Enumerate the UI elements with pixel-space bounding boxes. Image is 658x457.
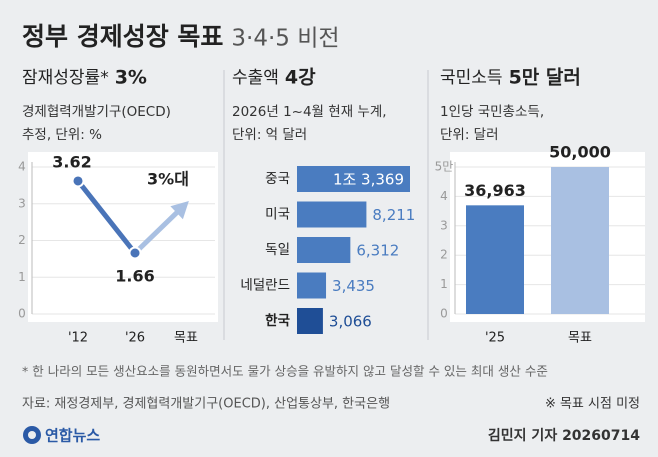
y-tick-label: 0 bbox=[18, 307, 26, 321]
logo: 연합뉴스 bbox=[45, 427, 100, 445]
value-label: 50,000 bbox=[549, 143, 611, 162]
title: 정부 경제성장 목표 bbox=[22, 22, 223, 51]
bar bbox=[466, 205, 524, 314]
category-label: 한국 bbox=[265, 313, 290, 329]
category-label: 독일 bbox=[265, 242, 290, 258]
section-subtitle: 추정, 단위: % bbox=[22, 127, 102, 143]
value-label: 3.62 bbox=[52, 152, 91, 171]
footnote: * 한 나라의 모든 생산요소를 동원하면서도 물가 상승을 유발하지 않고 달… bbox=[22, 364, 548, 379]
y-tick-label: 1 bbox=[18, 270, 26, 284]
section-title-highlight: 4강 bbox=[285, 67, 316, 89]
value-label: 36,963 bbox=[464, 181, 526, 200]
value-label: 1조 3,369 bbox=[333, 171, 404, 189]
value-label: 3,066 bbox=[329, 313, 372, 331]
x-tick-label: 목표 bbox=[568, 331, 592, 346]
x-tick-label: '12 bbox=[68, 331, 88, 346]
y-tick-label: 1 bbox=[440, 277, 448, 291]
bar bbox=[297, 272, 327, 299]
x-tick-label: '25 bbox=[485, 331, 505, 346]
y-tick-label: 0 bbox=[440, 307, 448, 321]
x-tick-label: 목표 bbox=[174, 331, 198, 346]
section-title: 수출액 bbox=[232, 68, 279, 88]
value-label: 6,312 bbox=[356, 242, 399, 260]
value-label: 3,435 bbox=[332, 277, 375, 295]
y-tick-label: 3 bbox=[440, 218, 448, 232]
arrow-head bbox=[170, 200, 189, 220]
value-label: 1.66 bbox=[115, 266, 154, 285]
section-title-highlight: 5만 달러 bbox=[509, 67, 581, 89]
category-label: 미국 bbox=[265, 207, 290, 223]
bar bbox=[297, 166, 410, 192]
point bbox=[128, 246, 142, 260]
y-tick-label: 4 bbox=[18, 160, 26, 174]
section-subtitle: 1인당 국민총소득, bbox=[440, 104, 544, 120]
value-label: 3%대 bbox=[147, 169, 189, 188]
bar bbox=[297, 308, 323, 334]
bar bbox=[297, 237, 351, 263]
section-subtitle: 경제협력개발기구(OECD) bbox=[22, 104, 171, 120]
category-label: 중국 bbox=[265, 171, 290, 187]
section-subtitle: 2026년 1~4월 현재 누계, bbox=[232, 104, 387, 120]
bar bbox=[551, 167, 609, 314]
value-label: 8,211 bbox=[372, 206, 415, 224]
x-tick-label: '26 bbox=[125, 331, 145, 346]
section-title-highlight: 3% bbox=[115, 67, 147, 89]
source: 자료: 재정경제부, 경제협력개발기구(OECD), 산업통상부, 한국은행 bbox=[22, 396, 390, 412]
note: ※ 목표 시점 미정 bbox=[545, 397, 640, 412]
section-subtitle: 단위: 억 달러 bbox=[232, 127, 307, 143]
point bbox=[71, 174, 85, 188]
section-title: 국민소득 bbox=[440, 68, 503, 88]
y-tick-label: 2 bbox=[18, 233, 26, 247]
projection-line bbox=[133, 208, 181, 255]
section-title: 잠재성장률* bbox=[22, 68, 109, 88]
logo-icon bbox=[28, 431, 36, 439]
category-label: 네덜란드 bbox=[240, 278, 290, 294]
subtitle: 3·4·5 비전 bbox=[231, 26, 339, 52]
y-tick-label: 5만 bbox=[435, 160, 454, 174]
y-tick-label: 3 bbox=[18, 196, 26, 210]
section-subtitle: 단위: 달러 bbox=[440, 127, 499, 143]
line bbox=[76, 179, 137, 255]
byline: 김민지 기자 20260714 bbox=[488, 427, 640, 444]
bar bbox=[297, 201, 367, 228]
y-tick-label: 4 bbox=[440, 189, 448, 203]
y-tick-label: 2 bbox=[440, 248, 448, 262]
